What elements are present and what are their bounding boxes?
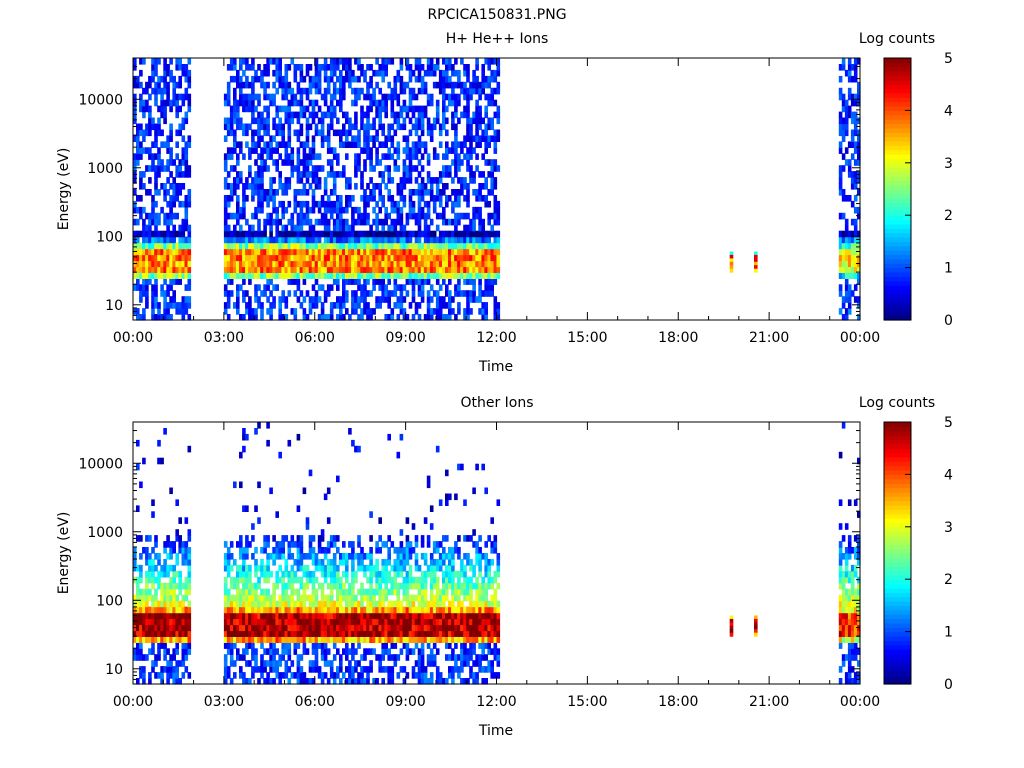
y-tick-label: 1000 <box>87 525 123 541</box>
y-tick-label: 10000 <box>78 456 123 472</box>
colorbar: 0 1 2 3 4 5 Log counts <box>859 395 953 693</box>
x-tick-label: 00:00 <box>840 330 880 346</box>
colorbar-tick-label: 4 <box>944 467 953 483</box>
x-axis-label: Time <box>478 723 513 739</box>
y-tick-label: 10 <box>105 298 123 314</box>
y-axis-label: Energy (eV) <box>56 148 72 231</box>
colorbar-frame <box>883 57 912 321</box>
colorbar-tick-label: 2 <box>944 572 953 588</box>
x-tick-label: 09:00 <box>385 694 425 710</box>
y-tick-label: 10000 <box>78 92 123 108</box>
colorbar-tick-label: 0 <box>944 677 953 693</box>
x-axis-label: Time <box>478 359 513 375</box>
spectrogram-cells <box>133 58 861 321</box>
y-tick-label: 10 <box>105 662 123 678</box>
x-tick-label: 18:00 <box>658 330 698 346</box>
y-tick-label: 1000 <box>87 161 123 177</box>
colorbar-frame <box>883 421 912 685</box>
spectrogram-cells <box>133 422 861 685</box>
x-tick-label: 15:00 <box>567 330 607 346</box>
x-tick-label: 21:00 <box>749 330 789 346</box>
x-tick-label: 06:00 <box>295 694 335 710</box>
x-tick-label: 00:00 <box>840 694 880 710</box>
colorbar-tick-label: 5 <box>944 51 953 67</box>
x-tick-label: 09:00 <box>385 330 425 346</box>
colorbar-tick-label: 0 <box>944 313 953 329</box>
colorbar-label: Log counts <box>859 395 935 411</box>
panel-1: 00:00 03:00 06:00 09:00 12:00 15:00 18:00 21:00… <box>56 31 953 375</box>
x-tick-label: 21:00 <box>749 694 789 710</box>
y-tick-label: 100 <box>96 593 123 609</box>
colorbar: 0 1 2 3 4 5 Log counts <box>859 31 953 329</box>
colorbar-tick-label: 3 <box>944 156 953 172</box>
panel-2: 00:00 03:00 06:00 09:00 12:00 15:00 18:00 21:00… <box>56 395 953 739</box>
colorbar-tick-label: 4 <box>944 103 953 119</box>
x-tick-label: 00:00 <box>113 330 153 346</box>
x-tick-label: 06:00 <box>295 330 335 346</box>
x-tick-label: 12:00 <box>476 694 516 710</box>
panel-title: Other Ions <box>460 395 533 411</box>
x-tick-label: 03:00 <box>204 694 244 710</box>
colorbar-tick-label: 1 <box>944 261 953 277</box>
colorbar-label: Log counts <box>859 31 935 47</box>
x-tick-label: 15:00 <box>567 694 607 710</box>
colorbar-tick-label: 1 <box>944 625 953 641</box>
x-tick-label: 03:00 <box>204 330 244 346</box>
figure-title: RPCICA150831.PNG <box>427 7 566 23</box>
colorbar-tick-label: 5 <box>944 415 953 431</box>
x-tick-label: 00:00 <box>113 694 153 710</box>
panel-title: H+ He++ Ions <box>446 31 549 47</box>
y-tick-label: 100 <box>96 229 123 245</box>
x-tick-label: 12:00 <box>476 330 516 346</box>
colorbar-tick-label: 3 <box>944 520 953 536</box>
colorbar-tick-label: 2 <box>944 208 953 224</box>
x-tick-label: 18:00 <box>658 694 698 710</box>
y-axis-label: Energy (eV) <box>56 512 72 595</box>
